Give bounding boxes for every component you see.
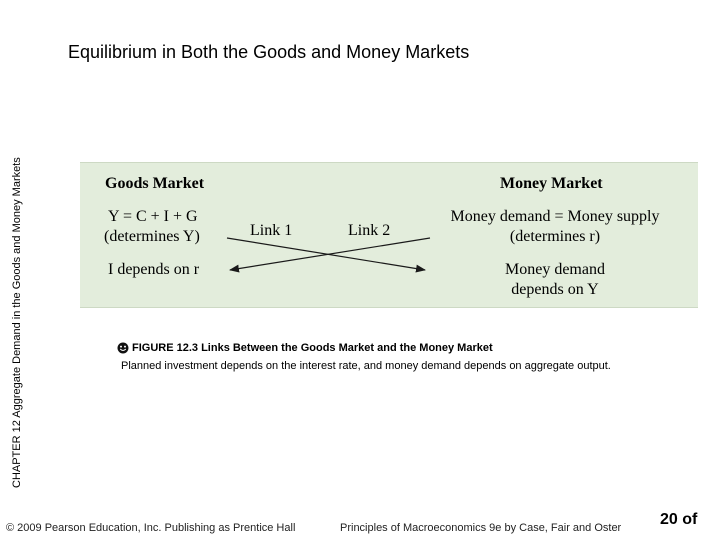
money-equation: Money demand = Money supply: [450, 208, 660, 225]
page-number: 20 of: [660, 511, 698, 528]
smiley-bullet-icon: [117, 342, 129, 354]
slide-title: Equilibrium in Both the Goods and Money …: [68, 42, 470, 62]
chapter-side-label: CHAPTER 12 Aggregate Demand in the Goods…: [11, 157, 23, 488]
footer-book-title: Principles of Macroeconomics 9e by Case,…: [340, 522, 622, 534]
figure-caption: FIGURE 12.3 Links Between the Goods Mark…: [117, 339, 611, 375]
footer-copyright: © 2009 Pearson Education, Inc. Publishin…: [6, 522, 296, 534]
goods-equation: Y = C + I + G: [108, 208, 198, 225]
money-market-heading: Money Market: [500, 175, 603, 192]
link-2-arrow: [229, 237, 431, 273]
link-1-arrow: [226, 237, 426, 273]
link-arrows: [226, 237, 431, 273]
figure-panel: Goods Market Y = C + I + G (determines Y…: [80, 162, 698, 308]
goods-market-heading: Goods Market: [105, 175, 205, 192]
figure-caption-title: FIGURE 12.3 Links Between the Goods Mark…: [132, 342, 493, 354]
money-demand-depends-1: Money demand: [505, 261, 605, 278]
goods-determines: (determines Y): [104, 228, 200, 245]
link-1-label: Link 1: [250, 222, 293, 239]
money-demand-depends-2: depends on Y: [511, 281, 599, 298]
figure-caption-text: Planned investment depends on the intere…: [121, 360, 611, 372]
money-determines: (determines r): [509, 228, 601, 245]
investment-depends: I depends on r: [108, 261, 200, 278]
link-2-label: Link 2: [348, 222, 391, 239]
